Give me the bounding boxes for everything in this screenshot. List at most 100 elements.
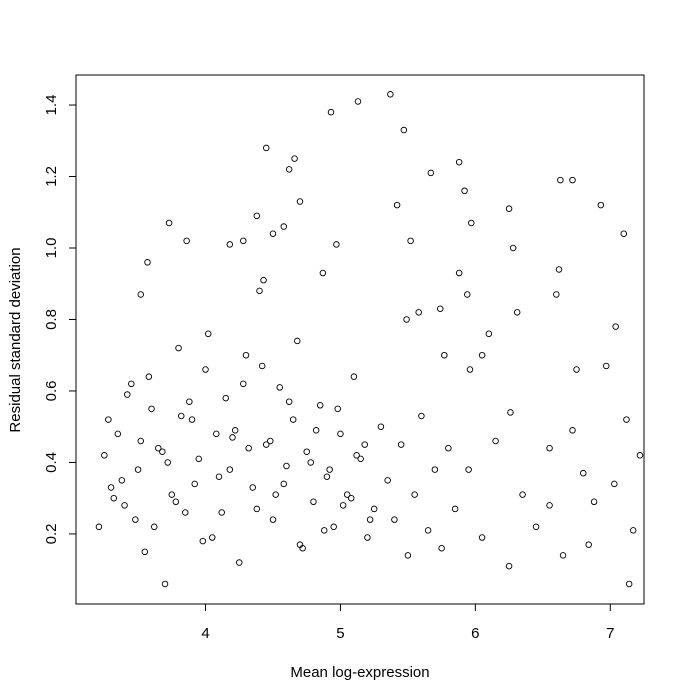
point [590, 498, 598, 506]
point [320, 527, 328, 534]
point [294, 337, 301, 345]
point [466, 366, 474, 373]
point [148, 405, 155, 413]
point [370, 505, 378, 513]
point [258, 362, 266, 370]
point [280, 480, 288, 488]
x-tick-label: 5 [336, 625, 344, 642]
point [357, 455, 364, 463]
point [128, 380, 135, 388]
point [118, 477, 126, 484]
point [229, 434, 236, 441]
point [165, 219, 173, 227]
point [492, 437, 499, 445]
point [182, 509, 189, 516]
point [559, 552, 567, 559]
point [364, 534, 371, 541]
point [95, 523, 103, 531]
point [354, 98, 362, 105]
point [393, 201, 401, 209]
point [411, 491, 418, 498]
point [403, 316, 410, 323]
y-axis-label: Residual standard deviation [7, 247, 24, 432]
y-tick-label: 0.6 [43, 381, 60, 402]
point [555, 266, 563, 273]
point [569, 176, 576, 184]
point [183, 237, 190, 245]
point [361, 441, 368, 448]
plot-box [75, 74, 645, 605]
point [101, 452, 108, 459]
point [377, 423, 385, 430]
y-tick-label: 0.2 [43, 524, 60, 545]
point [636, 452, 644, 459]
point [343, 491, 351, 498]
point [397, 441, 405, 448]
point [519, 491, 526, 498]
point [260, 276, 267, 284]
point [625, 580, 633, 588]
point [485, 330, 493, 338]
point [175, 344, 182, 352]
point [513, 309, 521, 316]
point [124, 391, 131, 398]
point [347, 494, 355, 502]
point [253, 505, 261, 513]
point [415, 309, 422, 316]
y-tick-label: 1.4 [43, 95, 60, 116]
point [144, 259, 151, 266]
point [333, 241, 340, 248]
point [612, 323, 619, 330]
point [330, 523, 337, 531]
point [404, 552, 412, 559]
point [303, 448, 310, 455]
point [334, 405, 341, 413]
point [326, 466, 333, 473]
point [455, 269, 463, 277]
point [161, 580, 169, 588]
point [532, 523, 540, 531]
point [226, 241, 234, 248]
point [213, 430, 220, 438]
point [177, 412, 185, 420]
point [134, 466, 142, 473]
point [319, 269, 327, 277]
point [285, 398, 293, 405]
x-axis-label: Mean log-expression [290, 664, 429, 681]
point [137, 291, 145, 298]
point [623, 416, 630, 423]
y-tick-label: 1.0 [43, 238, 60, 259]
point [218, 509, 225, 516]
point [384, 477, 391, 484]
x-tick-label: 4 [201, 625, 209, 642]
point [455, 158, 463, 166]
point [464, 291, 471, 298]
point [465, 466, 472, 473]
x-tick-label: 6 [471, 625, 479, 642]
point [546, 502, 553, 509]
point [137, 437, 145, 445]
point [585, 541, 592, 548]
point [204, 330, 212, 338]
x-tick-label: 7 [606, 625, 614, 642]
point [262, 144, 270, 152]
point [427, 169, 435, 177]
point [505, 205, 513, 212]
y-tick-label: 0.8 [43, 309, 60, 330]
point [280, 223, 288, 230]
point [316, 402, 324, 409]
point [299, 544, 306, 552]
point [573, 366, 580, 373]
point [231, 427, 239, 434]
point [272, 491, 279, 498]
y-tick-label: 1.2 [43, 166, 60, 187]
point [253, 212, 261, 220]
point [226, 466, 234, 473]
point [105, 416, 112, 423]
point [437, 305, 444, 313]
point [461, 187, 468, 195]
point [159, 448, 166, 455]
point [366, 516, 374, 523]
point [245, 444, 252, 452]
point [168, 491, 176, 498]
